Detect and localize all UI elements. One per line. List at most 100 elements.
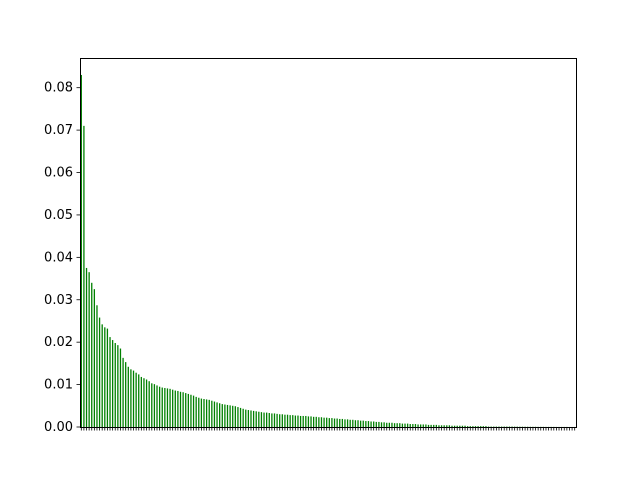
bar [477,426,478,427]
bar [256,411,257,427]
bar [182,392,183,427]
bar [449,425,450,427]
bar [164,388,165,427]
bar [472,426,473,427]
bar [180,392,181,427]
bar [295,416,296,427]
plot-frame [81,59,577,428]
bar [321,417,322,427]
bar [480,426,481,427]
bar [112,340,113,427]
bar [300,416,301,427]
bar [122,358,123,427]
bar [130,369,131,427]
bar [287,415,288,427]
bar [415,424,416,427]
bar [269,413,270,427]
bar [279,414,280,427]
bar [282,414,283,427]
bar [104,327,105,427]
bar [420,424,421,427]
y-tick-label: 0.06 [44,166,73,181]
bar [310,416,311,427]
bar [339,419,340,427]
bar [232,406,233,427]
y-tick-label: 0.02 [44,335,73,350]
y-tick-label: 0.00 [44,420,73,435]
bar [99,318,100,427]
bar [389,423,390,427]
bar [436,425,437,427]
bar [216,402,217,427]
bar [457,426,458,427]
bar [115,343,116,427]
bar [193,396,194,427]
bar [138,374,139,427]
bar [370,421,371,427]
bar [117,345,118,427]
bar [459,426,460,427]
bar [109,337,110,427]
bar [407,424,408,427]
bar [467,426,468,427]
bar [444,425,445,427]
bar [344,419,345,427]
bar [303,416,304,427]
bar [336,419,337,427]
bar [329,418,330,427]
bar [154,384,155,427]
bars-group [81,75,576,427]
bar [201,399,202,427]
bar [313,417,314,427]
bar [274,413,275,427]
bar [464,426,465,427]
bar [219,403,220,427]
bar [94,289,95,427]
bar [446,425,447,427]
bar [125,362,126,427]
bar [404,424,405,427]
bar [391,423,392,427]
bar [248,410,249,427]
bar [323,418,324,427]
bar [258,412,259,427]
bar [376,422,377,427]
bar [172,390,173,427]
bar [276,414,277,427]
bar [365,421,366,427]
bar [289,415,290,427]
bar [266,413,267,427]
bar [156,385,157,427]
y-tick-label: 0.01 [44,378,73,393]
bar [162,388,163,427]
bar [334,419,335,427]
bar [107,329,108,427]
bar [297,416,298,427]
bar [237,407,238,427]
bar [235,406,236,427]
y-tick-label: 0.05 [44,208,73,223]
bar [211,401,212,427]
bar [423,424,424,427]
bar [308,416,309,427]
bar [91,283,92,427]
bar [475,426,476,427]
bar [284,415,285,427]
bar [357,420,358,427]
bar [196,397,197,427]
bar [143,378,144,427]
bar [206,399,207,427]
bar [412,424,413,427]
bar [318,417,319,427]
bar [271,413,272,427]
bar [141,377,142,427]
bar [417,424,418,427]
bar [177,391,178,427]
bar [326,418,327,427]
bar [229,405,230,427]
bar [441,425,442,427]
bar [342,419,343,427]
bar [399,423,400,427]
